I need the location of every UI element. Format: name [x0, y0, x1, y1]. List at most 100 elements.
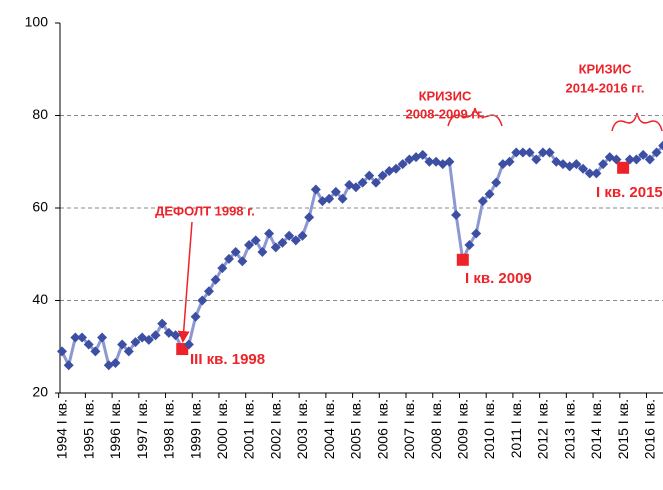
x-tick-label: 2005 I кв.	[348, 399, 364, 459]
marker	[284, 230, 295, 241]
x-tick-label: 2009 I кв.	[455, 399, 471, 459]
marker	[290, 235, 301, 246]
marker	[631, 154, 642, 165]
x-tick-label: 1996 I кв.	[107, 399, 123, 459]
marker	[77, 332, 88, 343]
marker	[531, 154, 542, 165]
marker	[651, 147, 662, 158]
marker	[143, 334, 154, 345]
marker	[471, 228, 482, 239]
marker	[484, 189, 495, 200]
marker	[578, 163, 589, 174]
marker	[350, 182, 361, 193]
marker	[264, 228, 275, 239]
x-tick-label: 2001 I кв.	[241, 399, 257, 459]
marker	[210, 274, 221, 285]
x-tick-label: 2016 I кв.	[642, 399, 658, 459]
marker	[97, 332, 108, 343]
x-tick-label: 2015 I кв.	[615, 399, 631, 459]
x-tick-label: 2014 I кв.	[588, 399, 604, 459]
x-tick-label: 2011 I кв.	[508, 399, 524, 458]
y-tick-label: 60	[32, 199, 48, 215]
marker	[537, 147, 548, 158]
y-tick-label: 80	[32, 106, 48, 122]
x-tick-label: 1999 I кв.	[187, 399, 203, 459]
marker	[424, 156, 435, 167]
marker	[337, 193, 348, 204]
marker	[230, 246, 241, 257]
x-tick-label: 2006 I кв.	[374, 399, 390, 459]
x-tick-label: 2013 I кв.	[561, 399, 577, 459]
annotation: КРИЗИС	[419, 88, 472, 103]
marker	[364, 170, 375, 181]
annotation: 2008-2009 гг.	[406, 106, 485, 121]
marker	[444, 156, 455, 167]
annotation: I кв. 2009	[465, 270, 532, 287]
marker	[377, 170, 388, 181]
marker	[504, 156, 515, 167]
marker	[277, 237, 288, 248]
y-tick-label: 20	[32, 384, 48, 400]
marker	[477, 196, 488, 207]
marker	[310, 184, 321, 195]
marker	[571, 159, 582, 170]
highlight-marker	[176, 343, 189, 356]
highlight-marker	[617, 161, 630, 174]
marker	[83, 339, 94, 350]
marker	[324, 193, 335, 204]
marker	[598, 159, 609, 170]
marker	[224, 253, 234, 264]
marker	[624, 154, 635, 165]
marker	[417, 149, 428, 160]
marker	[591, 168, 602, 179]
x-tick-label: 1994 I кв.	[54, 399, 70, 459]
annotation: III кв. 1998	[190, 351, 265, 368]
y-tick-label: 100	[25, 14, 49, 30]
marker	[130, 337, 141, 348]
brace	[447, 107, 503, 127]
y-tick-label: 40	[32, 291, 48, 307]
marker	[397, 159, 408, 170]
marker	[544, 147, 555, 158]
marker	[110, 357, 121, 368]
annotation: I кв. 2015	[596, 184, 663, 201]
marker	[644, 154, 655, 165]
annotation: 2014-2016 гг.	[566, 80, 645, 95]
marker	[90, 346, 101, 357]
marker	[524, 147, 535, 158]
marker	[638, 149, 649, 160]
arrow	[177, 221, 193, 343]
marker	[203, 286, 214, 297]
marker	[584, 168, 595, 179]
x-tick-label: 2004 I кв.	[321, 399, 337, 459]
marker	[491, 177, 502, 188]
marker	[57, 346, 67, 357]
marker	[357, 177, 368, 188]
marker	[451, 209, 462, 220]
marker	[157, 318, 168, 329]
marker	[391, 163, 401, 174]
marker	[257, 246, 268, 257]
x-tick-label: 2000 I кв.	[214, 399, 230, 459]
x-tick-label: 1998 I кв.	[161, 399, 177, 459]
x-tick-label: 2010 I кв.	[481, 399, 497, 459]
marker	[183, 339, 194, 350]
annotation: КРИЗИС	[579, 61, 632, 76]
x-tick-label: 1997 I кв.	[134, 399, 150, 459]
marker	[150, 330, 161, 341]
marker	[170, 330, 181, 341]
marker	[70, 332, 81, 343]
marker	[197, 295, 208, 306]
marker	[304, 212, 315, 223]
marker	[217, 263, 228, 274]
brace	[611, 112, 663, 132]
marker	[237, 256, 248, 267]
marker	[63, 360, 74, 371]
marker	[117, 339, 128, 350]
x-tick-label: 2003 I кв.	[294, 399, 310, 459]
marker	[464, 240, 475, 250]
marker	[297, 230, 308, 241]
marker	[270, 242, 281, 253]
marker	[330, 186, 341, 197]
